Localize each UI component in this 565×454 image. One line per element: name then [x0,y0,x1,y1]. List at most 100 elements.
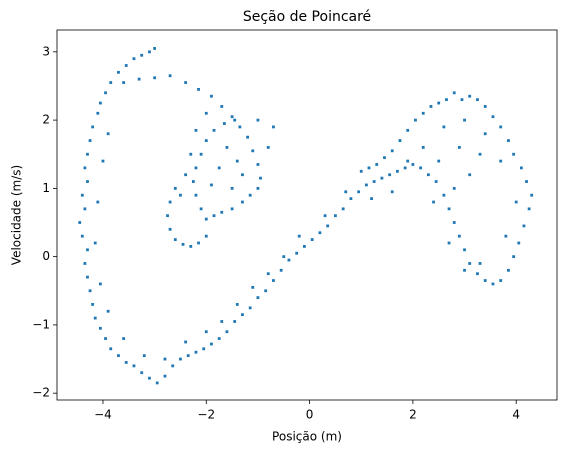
point [86,180,89,183]
point [163,374,167,378]
point [173,186,177,190]
point [212,214,216,218]
point [398,139,402,142]
point [370,197,373,201]
point [153,76,157,80]
point [522,224,526,228]
point [132,57,136,61]
point [248,193,252,197]
point [504,234,508,238]
point [220,105,224,108]
point [295,251,299,255]
point [251,149,255,153]
point [93,241,97,245]
point [452,221,456,224]
point [437,101,441,105]
point [189,245,193,248]
point [452,91,456,95]
point [93,316,97,320]
point [442,125,446,129]
point [388,173,392,177]
point [463,248,466,252]
point [519,166,523,170]
point [181,242,185,246]
point [91,303,95,306]
point [155,381,159,385]
point [83,166,87,170]
point [272,279,275,282]
point [96,200,100,204]
point [264,289,268,293]
point [463,118,466,122]
point [86,152,89,156]
point [186,354,190,358]
point [132,364,136,368]
point [210,342,213,346]
point [514,200,518,204]
x-tick-label: 2 [409,408,417,422]
point [359,169,363,173]
point [256,163,260,166]
point [468,173,472,177]
point [256,118,260,122]
point [233,320,237,323]
point [395,169,399,173]
point [80,234,84,238]
point [233,118,237,122]
point [282,255,286,259]
point [468,94,472,98]
point [191,180,195,183]
point [460,98,464,102]
point [390,149,394,153]
point [499,279,503,282]
point [426,173,430,177]
point [344,190,348,194]
point [91,125,95,129]
point [297,234,301,238]
point [80,193,84,197]
point [184,340,188,344]
point [406,128,410,132]
point [142,354,146,358]
point [266,272,270,276]
point [266,146,270,149]
point [432,200,435,204]
point [241,173,244,177]
point [204,234,208,238]
plot-frame [56,29,558,401]
point [326,224,330,228]
point [517,241,521,245]
point [476,272,479,276]
point [259,176,262,180]
point [153,47,157,50]
point [478,152,482,156]
point [217,337,221,340]
point [437,159,441,163]
point [122,337,126,340]
point [230,207,234,211]
point [204,330,208,334]
point [96,111,100,115]
point [457,146,461,149]
x-axis-label: Posição (m) [272,430,342,444]
point [468,262,472,265]
point [78,221,82,224]
point [220,320,224,323]
point [357,190,361,194]
point [109,81,113,84]
point [530,193,534,197]
point [106,309,110,313]
point [225,146,229,149]
point [168,227,172,231]
point [483,279,487,282]
point [148,376,151,380]
point [98,101,102,105]
point [179,357,182,361]
point [383,156,386,160]
point [256,296,260,300]
point [86,275,89,279]
point [104,337,107,340]
point [375,163,379,166]
point [372,180,376,183]
point [199,152,203,156]
